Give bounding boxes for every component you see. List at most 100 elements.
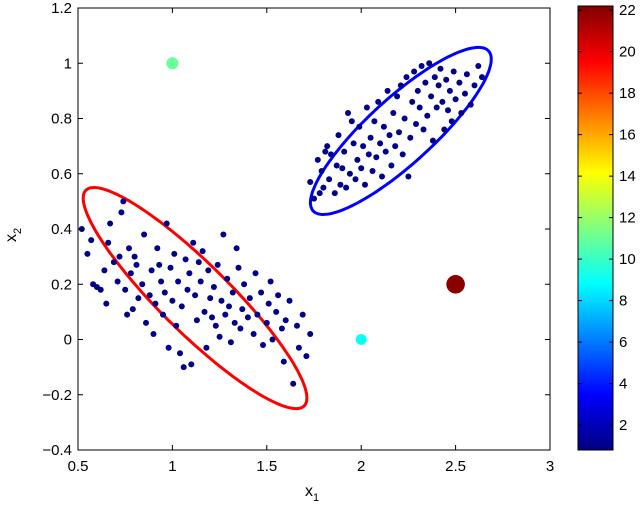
- data-point: [384, 87, 391, 94]
- data-point: [390, 110, 397, 116]
- data-point: [367, 134, 374, 141]
- data-point: [448, 118, 455, 125]
- data-point: [195, 259, 202, 266]
- data-point: [205, 267, 212, 274]
- colorbar-tick-label: 8: [619, 293, 627, 310]
- data-point: [339, 165, 346, 172]
- data-point: [244, 314, 251, 321]
- y-tick-label: 0.8: [51, 111, 72, 128]
- data-point: [352, 176, 359, 183]
- data-point: [258, 289, 265, 296]
- data-point: [146, 292, 153, 299]
- data-point: [369, 168, 376, 174]
- data-point: [177, 350, 183, 357]
- data-point: [286, 297, 293, 304]
- y-tick-label: 0.6: [51, 166, 72, 183]
- data-point: [235, 264, 242, 271]
- data-point: [299, 311, 306, 318]
- data-point: [392, 143, 399, 150]
- data-point: [131, 253, 138, 260]
- data-point: [193, 317, 200, 324]
- colorbar-tick-label: 20: [619, 44, 636, 61]
- data-point: [290, 380, 297, 387]
- data-point: [377, 140, 384, 147]
- colorbar-tick-label: 22: [619, 2, 636, 19]
- data-point: [269, 336, 276, 343]
- data-point: [295, 344, 302, 351]
- data-point: [212, 322, 219, 329]
- data-point: [163, 220, 170, 227]
- data-point: [218, 297, 225, 304]
- data-point: [356, 123, 363, 130]
- data-point: [116, 253, 123, 260]
- data-point: [160, 311, 166, 318]
- data-point: [318, 168, 325, 174]
- data-point: [343, 184, 350, 191]
- data-point: [120, 198, 127, 205]
- data-point: [139, 281, 146, 288]
- data-point: [428, 93, 435, 100]
- data-point: [143, 319, 149, 326]
- data-point: [282, 317, 289, 324]
- data-point: [429, 137, 436, 144]
- plot-area: [78, 8, 550, 450]
- data-point: [358, 165, 365, 172]
- data-point: [401, 115, 408, 122]
- data-point: [173, 322, 180, 329]
- data-point: [324, 143, 331, 150]
- data-point: [278, 325, 285, 332]
- data-point: [331, 190, 338, 197]
- data-point: [394, 93, 401, 100]
- data-point: [107, 220, 114, 227]
- data-point: [169, 297, 176, 304]
- data-point: [450, 68, 457, 75]
- data-point: [348, 118, 355, 125]
- data-point: [409, 98, 416, 105]
- data-point: [382, 148, 389, 155]
- data-point: [467, 101, 474, 108]
- data-point: [254, 311, 261, 318]
- data-point: [446, 87, 453, 94]
- data-point: [207, 295, 214, 302]
- data-point: [363, 104, 370, 111]
- x-tick-label: 1: [168, 458, 176, 475]
- data-point: [265, 300, 272, 307]
- data-point: [237, 325, 244, 332]
- data-point: [105, 239, 112, 246]
- data-point: [362, 181, 368, 188]
- data-point: [416, 104, 423, 111]
- data-point: [209, 314, 215, 321]
- data-point: [124, 311, 131, 318]
- data-point: [161, 289, 168, 296]
- x-tick-label: 3: [546, 458, 554, 475]
- data-point: [437, 65, 444, 72]
- x-axis-label: x1: [305, 483, 319, 504]
- data-point: [226, 303, 232, 310]
- data-point: [452, 96, 459, 103]
- data-point: [420, 126, 427, 133]
- y-tick-label: −0.4: [42, 442, 72, 459]
- y-tick-label: 1.2: [51, 0, 72, 17]
- data-point: [350, 140, 357, 147]
- data-point: [386, 132, 393, 139]
- data-point: [201, 308, 208, 315]
- data-point: [424, 112, 431, 119]
- data-point: [97, 286, 104, 293]
- data-point: [462, 90, 468, 97]
- data-point: [154, 245, 161, 252]
- data-point: [346, 170, 353, 177]
- data-point: [186, 270, 193, 277]
- data-point: [333, 162, 340, 169]
- y-axis-label: x2: [3, 228, 24, 242]
- x-axis: 0.5 1 1.5 2 2.5 3: [68, 8, 554, 475]
- data-point: [241, 281, 248, 288]
- colorbar-tick-label: 12: [619, 210, 636, 227]
- data-point: [345, 110, 351, 116]
- data-point: [316, 190, 323, 197]
- data-point: [320, 184, 327, 191]
- data-point: [250, 331, 257, 337]
- data-point: [405, 173, 412, 180]
- data-point: [199, 248, 206, 255]
- data-point: [88, 237, 95, 244]
- data-point: [231, 319, 238, 326]
